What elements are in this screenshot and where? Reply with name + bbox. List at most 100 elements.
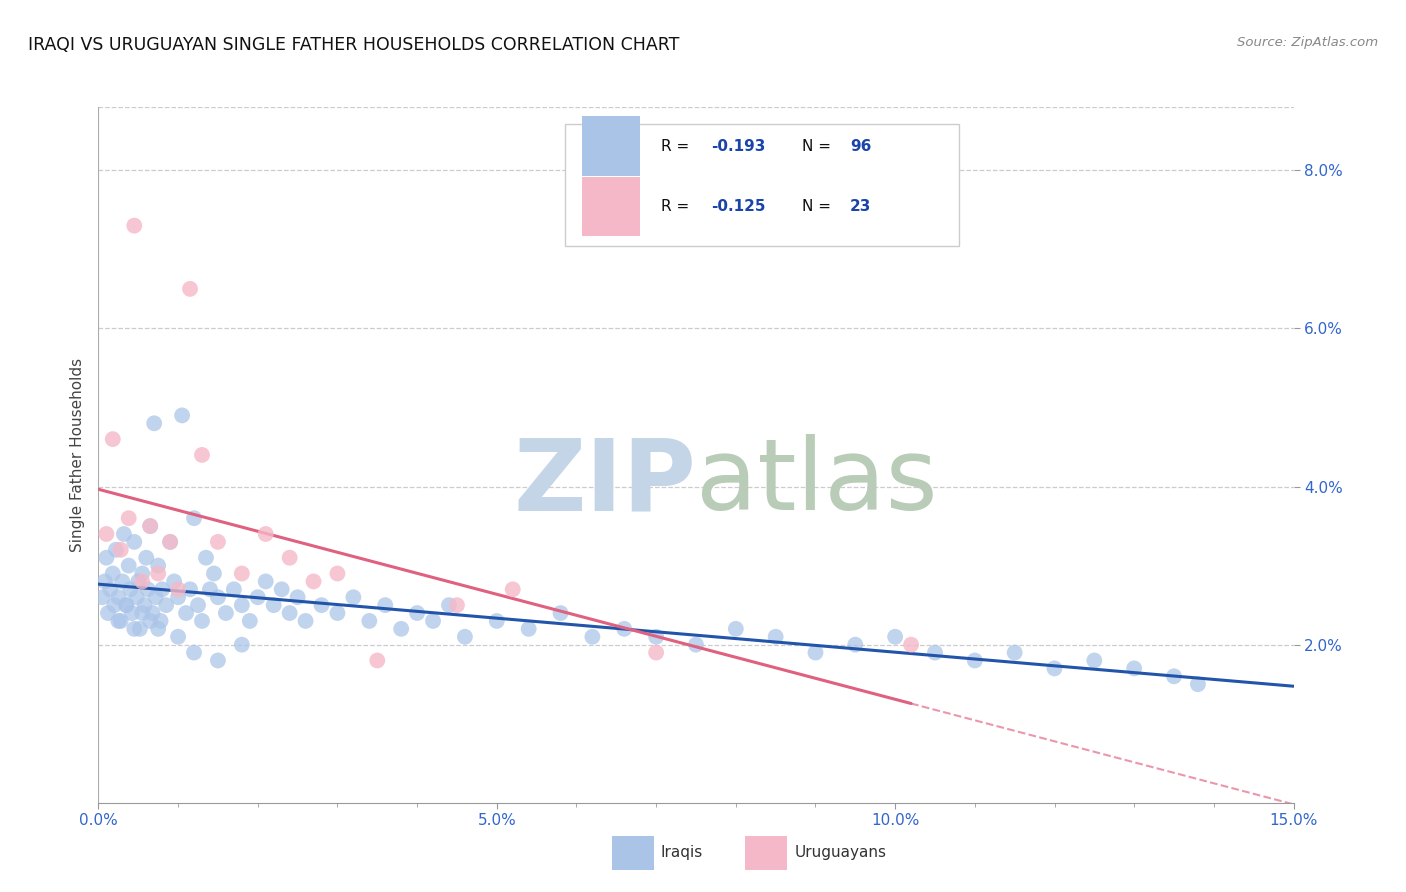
Point — [202, 566, 225, 581]
Point — [155, 598, 177, 612]
Point — [924, 646, 946, 660]
Point — [139, 519, 162, 533]
Point — [406, 606, 429, 620]
Point — [131, 606, 153, 620]
Point — [765, 630, 787, 644]
Point — [97, 606, 120, 620]
Point — [94, 574, 117, 589]
Text: N =: N = — [803, 138, 837, 153]
Y-axis label: Single Father Households: Single Father Households — [69, 358, 84, 552]
Point — [1083, 653, 1105, 667]
Point — [96, 550, 118, 565]
Point — [110, 614, 132, 628]
Point — [107, 614, 129, 628]
Point — [215, 606, 238, 620]
Text: ZIP: ZIP — [513, 434, 696, 532]
Point — [142, 606, 165, 620]
Point — [124, 535, 146, 549]
Point — [263, 598, 285, 612]
Point — [131, 574, 153, 589]
Point — [98, 582, 122, 597]
Text: N =: N = — [803, 200, 837, 214]
Point — [239, 614, 262, 628]
Text: 96: 96 — [851, 138, 872, 153]
Point — [1043, 661, 1066, 675]
Point — [118, 558, 141, 573]
Point — [366, 653, 388, 667]
Point — [167, 582, 190, 597]
Point — [91, 591, 114, 605]
Point — [134, 598, 156, 612]
Point — [685, 638, 707, 652]
Text: R =: R = — [661, 200, 695, 214]
Text: -0.125: -0.125 — [711, 200, 766, 214]
Point — [179, 282, 201, 296]
Point — [135, 550, 157, 565]
Point — [207, 653, 229, 667]
Point — [231, 638, 253, 652]
Point — [645, 646, 668, 660]
Text: Source: ZipAtlas.com: Source: ZipAtlas.com — [1237, 36, 1378, 49]
Point — [128, 622, 150, 636]
Point — [145, 591, 167, 605]
Point — [124, 622, 146, 636]
Point — [246, 591, 269, 605]
Point — [121, 606, 143, 620]
Text: -0.193: -0.193 — [711, 138, 766, 153]
Point — [96, 527, 118, 541]
Point — [724, 622, 747, 636]
Point — [143, 417, 166, 431]
Point — [159, 535, 181, 549]
Point — [148, 566, 170, 581]
Point — [183, 646, 205, 660]
Point — [124, 219, 146, 233]
Point — [167, 630, 190, 644]
Point — [179, 582, 201, 597]
Point — [422, 614, 444, 628]
Point — [191, 448, 214, 462]
Point — [222, 582, 245, 597]
Point — [287, 591, 309, 605]
Point — [374, 598, 396, 612]
Point — [502, 582, 524, 597]
Point — [136, 582, 159, 597]
FancyBboxPatch shape — [582, 178, 640, 236]
Point — [437, 598, 460, 612]
Point — [963, 653, 986, 667]
Point — [804, 646, 827, 660]
Point — [844, 638, 866, 652]
Point — [101, 566, 124, 581]
FancyBboxPatch shape — [582, 117, 640, 176]
Point — [326, 606, 349, 620]
Text: IRAQI VS URUGUAYAN SINGLE FATHER HOUSEHOLDS CORRELATION CHART: IRAQI VS URUGUAYAN SINGLE FATHER HOUSEHO… — [28, 36, 679, 54]
Point — [1123, 661, 1146, 675]
Text: 23: 23 — [851, 200, 872, 214]
Point — [359, 614, 381, 628]
Point — [294, 614, 316, 628]
Point — [613, 622, 636, 636]
Point — [1163, 669, 1185, 683]
Point — [120, 582, 142, 597]
Point — [111, 574, 134, 589]
Point — [278, 550, 301, 565]
Point — [446, 598, 468, 612]
Point — [581, 630, 603, 644]
Point — [139, 519, 162, 533]
Point — [101, 432, 124, 446]
Point — [550, 606, 572, 620]
Point — [302, 574, 325, 589]
Point — [115, 598, 138, 612]
Point — [1004, 646, 1026, 660]
Point — [118, 511, 141, 525]
FancyBboxPatch shape — [565, 124, 959, 246]
Point — [900, 638, 922, 652]
Point — [485, 614, 508, 628]
Point — [107, 591, 129, 605]
Text: R =: R = — [661, 138, 695, 153]
Point — [167, 591, 190, 605]
Point — [454, 630, 477, 644]
Point — [183, 511, 205, 525]
Point — [191, 614, 214, 628]
Point — [195, 550, 218, 565]
Point — [231, 566, 253, 581]
